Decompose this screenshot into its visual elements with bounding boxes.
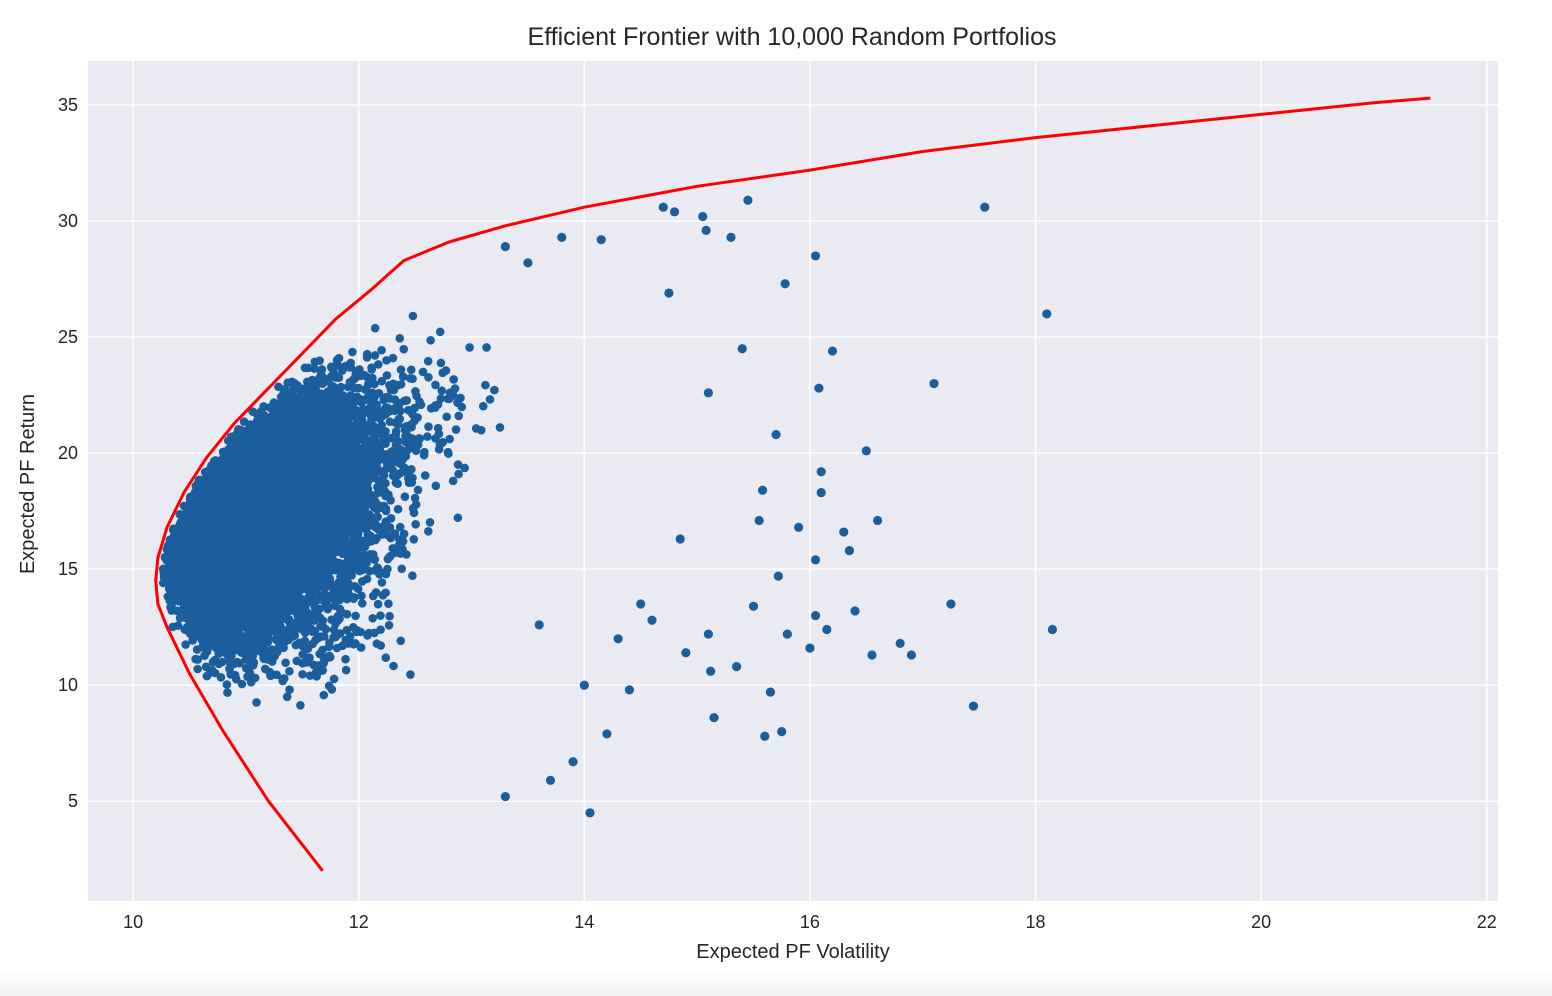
scatter-point [454, 411, 464, 421]
scatter-point [285, 666, 294, 676]
scatter-point [460, 463, 469, 473]
scatter-point [400, 492, 410, 501]
scatter-point [368, 613, 378, 623]
scatter-point [281, 658, 290, 668]
efficient-frontier-chart: Efficient Frontier with 10,000 Random Po… [17, 23, 1498, 963]
chart-title: Efficient Frontier with 10,000 Random Po… [528, 23, 1057, 51]
scatter-point [334, 373, 344, 382]
scatter-point [398, 372, 408, 382]
scatter-point [478, 401, 488, 411]
scatter-point [437, 386, 447, 396]
scatter-point [454, 469, 463, 479]
scatter-point [223, 688, 232, 697]
scatter-point [443, 447, 453, 457]
scatter-point [408, 571, 417, 581]
dense-scatter-cloud [158, 311, 505, 710]
scatter-point [453, 513, 463, 523]
scatter-point [382, 371, 392, 380]
scatter-point [445, 434, 454, 444]
scatter-point [292, 656, 302, 666]
scatter-point [433, 423, 443, 433]
scatter-point [298, 669, 307, 679]
scatter-point [423, 356, 433, 366]
scatter-point [399, 529, 409, 539]
scatter-point [399, 344, 409, 354]
scatter-point [391, 427, 401, 436]
scatter-point [324, 642, 334, 652]
scatter-point [342, 625, 352, 635]
scatter-point [448, 476, 458, 486]
scatter-point [377, 578, 387, 587]
scatter-point [357, 577, 367, 586]
scatter-point [414, 433, 424, 443]
scatter-point [370, 379, 379, 389]
scatter-point [319, 690, 329, 700]
scatter-point [390, 529, 400, 538]
scatter-point [396, 365, 406, 374]
scatter-point [420, 471, 430, 480]
scatter-point [397, 564, 407, 574]
scatter-point [237, 679, 247, 689]
scatter-point [482, 343, 491, 352]
scatter-point [481, 380, 490, 390]
scatter-point [424, 373, 433, 382]
scatter-point [385, 611, 394, 621]
scatter-point [426, 404, 436, 413]
scatter-point [384, 620, 394, 630]
scatter-point [425, 517, 435, 527]
scatter-point [389, 661, 398, 671]
scatter-point [350, 582, 360, 591]
scatter-point [385, 417, 395, 427]
scatter-point [405, 373, 415, 383]
scatter-point [408, 504, 418, 513]
scatter-point [377, 376, 387, 386]
scatter-point [222, 680, 232, 689]
scatter-point [381, 569, 391, 579]
scatter-point [406, 365, 416, 375]
scatter-point [471, 424, 481, 433]
grid-lines [88, 61, 1498, 901]
scatter-point [372, 639, 382, 648]
scatter-point [424, 527, 433, 536]
scatter-point [431, 380, 440, 390]
